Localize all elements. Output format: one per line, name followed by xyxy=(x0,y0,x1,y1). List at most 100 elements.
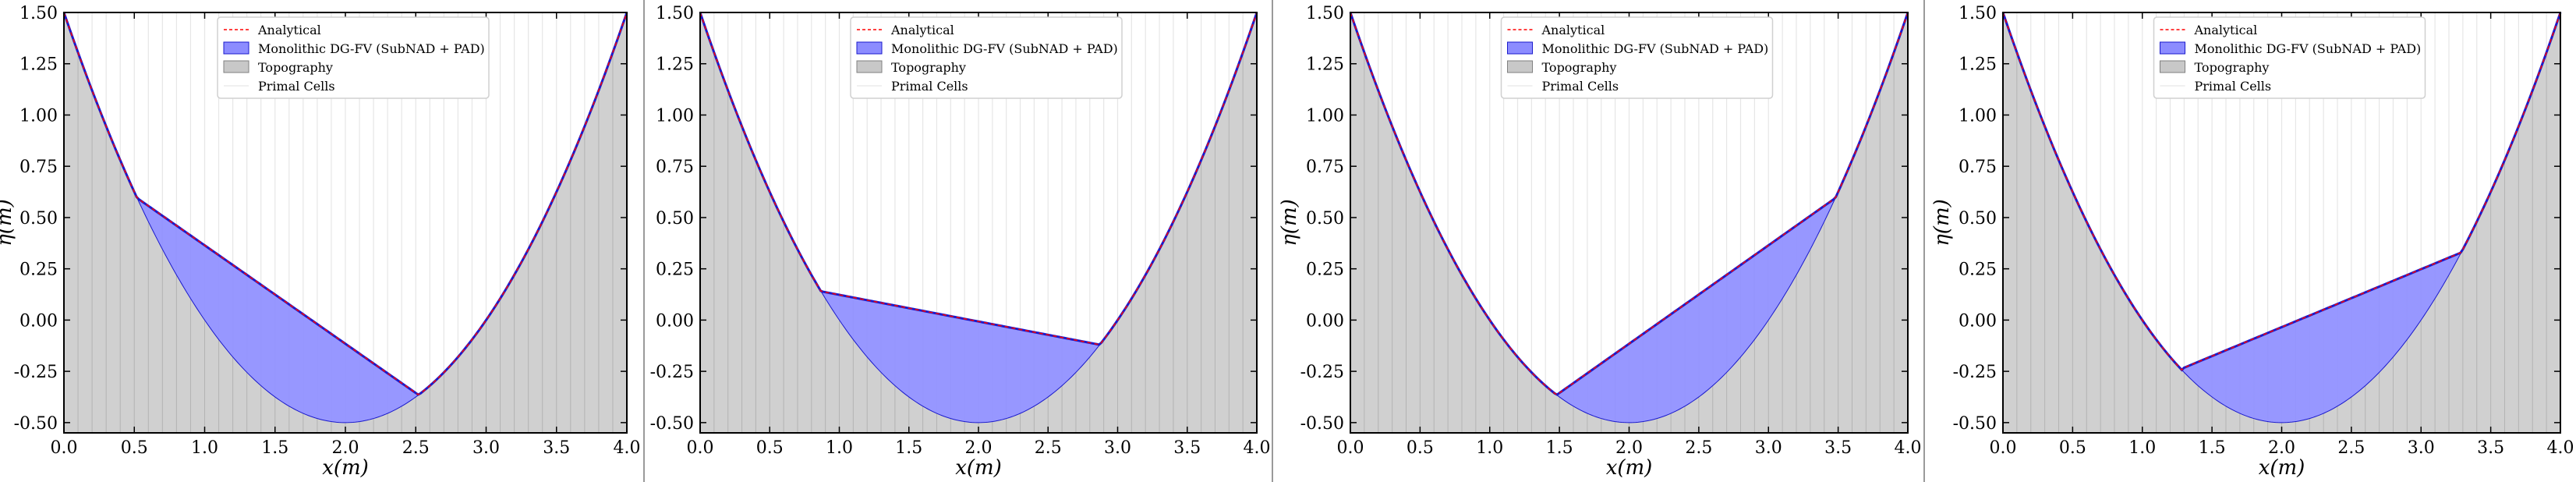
legend-box xyxy=(850,16,1123,99)
x-tick-label: 2.0 xyxy=(1615,438,1643,458)
y-tick-label: 0.00 xyxy=(1959,311,1997,331)
analytical-line xyxy=(63,12,628,395)
x-tick-label: 0.5 xyxy=(121,438,148,458)
y-tick-label: 1.25 xyxy=(19,55,58,75)
x-tick-label: 2.5 xyxy=(1035,438,1062,458)
legend-label: Analytical xyxy=(1541,23,1605,37)
x-tick-label: 3.5 xyxy=(2477,438,2504,458)
x-tick-label: 2.0 xyxy=(332,438,359,458)
legend-dgfv-swatch xyxy=(2160,41,2185,55)
x-tick-label: 1.0 xyxy=(2128,438,2156,458)
chart-panel-4: 0.0 0.5 1.0 1.5 2.0 2.5 3.0 3.5 4.0 1.50 1.25 1.00 0… xyxy=(1930,4,2574,480)
x-tick-label: 2.0 xyxy=(2268,438,2295,458)
legend-label: Monolithic DG-FV (SubNAD + PAD) xyxy=(258,41,485,56)
legend-box xyxy=(2153,16,2426,99)
x-tick-label: 2.5 xyxy=(402,438,430,458)
y-tick-label: 1.50 xyxy=(1959,4,1997,23)
y-tick-label: -0.25 xyxy=(650,363,694,382)
legend: Analytical Monolithic DG-FV (SubNAD + PAD… xyxy=(2153,16,2426,99)
legend-label: Analytical xyxy=(257,23,321,37)
y-tick-label: 0.50 xyxy=(1306,209,1344,229)
x-tick-label: 1.0 xyxy=(191,438,218,458)
x-tick-label: 0.0 xyxy=(1990,438,2017,458)
x-tick-label: 1.5 xyxy=(1546,438,1573,458)
y-tick-label: 0.50 xyxy=(1959,209,1997,229)
x-tick-label: 2.0 xyxy=(965,438,993,458)
x-tick-label: 1.0 xyxy=(1476,438,1503,458)
y-tick-label: 1.00 xyxy=(1959,106,1997,126)
y-tick-label: 1.50 xyxy=(1306,4,1344,23)
legend-box xyxy=(217,16,490,99)
legend-topography-swatch xyxy=(1507,60,1533,73)
y-tick-label: 1.00 xyxy=(19,106,58,126)
x-tick-label: 0.0 xyxy=(687,438,714,458)
y-tick-label: 0.50 xyxy=(19,209,58,229)
y-tick-label: 0.50 xyxy=(656,209,694,229)
y-tick-label: 0.00 xyxy=(1306,311,1344,331)
y-tick-label: 0.00 xyxy=(19,311,58,331)
y-tick-label: -0.25 xyxy=(1300,363,1344,382)
y-tick-label: 1.25 xyxy=(1306,55,1344,75)
chart-panel-1: 0.0 0.5 1.0 1.5 2.0 2.5 3.0 3.5 4.0 1.50 1.25 1.00 0… xyxy=(0,4,641,480)
x-tick-label: 3.5 xyxy=(543,438,570,458)
y-tick-label: 0.75 xyxy=(656,158,694,177)
x-tick-label: 3.5 xyxy=(1824,438,1852,458)
legend-dgfv-swatch xyxy=(1507,41,1533,55)
y-tick-label: -0.50 xyxy=(14,414,58,434)
y-tick-label: 1.00 xyxy=(656,106,694,126)
legend-label: Primal Cells xyxy=(2195,79,2272,94)
analytical-line xyxy=(699,12,1258,346)
x-tick-label: 1.5 xyxy=(895,438,922,458)
y-tick-label: 0.25 xyxy=(1959,260,1997,280)
legend-dgfv-swatch xyxy=(856,41,883,55)
legend: Analytical Monolithic DG-FV (SubNAD + PAD… xyxy=(217,16,490,99)
chart-panel-3: 0.0 0.5 1.0 1.5 2.0 2.5 3.0 3.5 4.0 1.50 1.25 1.00 0… xyxy=(1278,4,1922,480)
legend-topography-swatch xyxy=(223,60,249,73)
x-axis-label: x(m) xyxy=(322,456,369,480)
x-tick-label: 2.5 xyxy=(1685,438,1712,458)
x-tick-label: 3.5 xyxy=(1173,438,1201,458)
x-tick-label: 3.0 xyxy=(1104,438,1131,458)
legend-label: Topography xyxy=(2195,60,2270,75)
x-tick-label: 1.5 xyxy=(2199,438,2226,458)
x-axis-label: x(m) xyxy=(955,456,1002,480)
y-tick-label: -0.50 xyxy=(1300,414,1344,434)
x-tick-label: 4.0 xyxy=(614,438,641,458)
legend-topography-swatch xyxy=(856,60,883,73)
y-tick-label: 1.25 xyxy=(1959,55,1997,75)
x-tick-label: 1.5 xyxy=(261,438,288,458)
y-tick-label: -0.25 xyxy=(1953,363,1997,382)
legend: Analytical Monolithic DG-FV (SubNAD + PAD… xyxy=(850,16,1123,99)
x-tick-label: 0.5 xyxy=(756,438,784,458)
x-tick-label: 1.0 xyxy=(826,438,853,458)
y-tick-label: 1.00 xyxy=(1306,106,1344,126)
legend-dgfv-swatch xyxy=(223,41,249,55)
x-axis-label: x(m) xyxy=(1606,456,1653,480)
legend-label: Analytical xyxy=(2194,23,2258,37)
x-tick-label: 0.5 xyxy=(1407,438,1434,458)
legend-label: Analytical xyxy=(890,23,954,37)
y-tick-label: 0.00 xyxy=(656,311,694,331)
x-tick-label: 3.0 xyxy=(1755,438,1782,458)
y-tick-label: 1.25 xyxy=(656,55,694,75)
y-tick-label: 0.75 xyxy=(1959,158,1997,177)
legend-topography-swatch xyxy=(2160,60,2185,73)
legend-label: Primal Cells xyxy=(1542,79,1619,94)
x-tick-label: 2.5 xyxy=(2337,438,2365,458)
analytical-line xyxy=(2002,12,2561,371)
y-tick-label: 0.75 xyxy=(19,158,58,177)
y-tick-label: 0.25 xyxy=(656,260,694,280)
chart-panel-2: 0.0 0.5 1.0 1.5 2.0 2.5 3.0 3.5 4.0 1.50 1.25 1.00 0… xyxy=(650,4,1271,480)
legend-label: Monolithic DG-FV (SubNAD + PAD) xyxy=(2195,41,2422,56)
x-tick-label: 3.0 xyxy=(2408,438,2435,458)
y-axis-label: η(m) xyxy=(0,199,16,246)
y-tick-label: 0.25 xyxy=(1306,260,1344,280)
y-axis-label: η(m) xyxy=(1930,199,1954,246)
x-tick-label: 4.0 xyxy=(1895,438,1922,458)
y-tick-label: 0.25 xyxy=(19,260,58,280)
x-tick-label: 0.5 xyxy=(2059,438,2086,458)
y-tick-label: 1.50 xyxy=(656,4,694,23)
x-axis-label: x(m) xyxy=(2259,456,2305,480)
x-tick-label: 4.0 xyxy=(1244,438,1271,458)
